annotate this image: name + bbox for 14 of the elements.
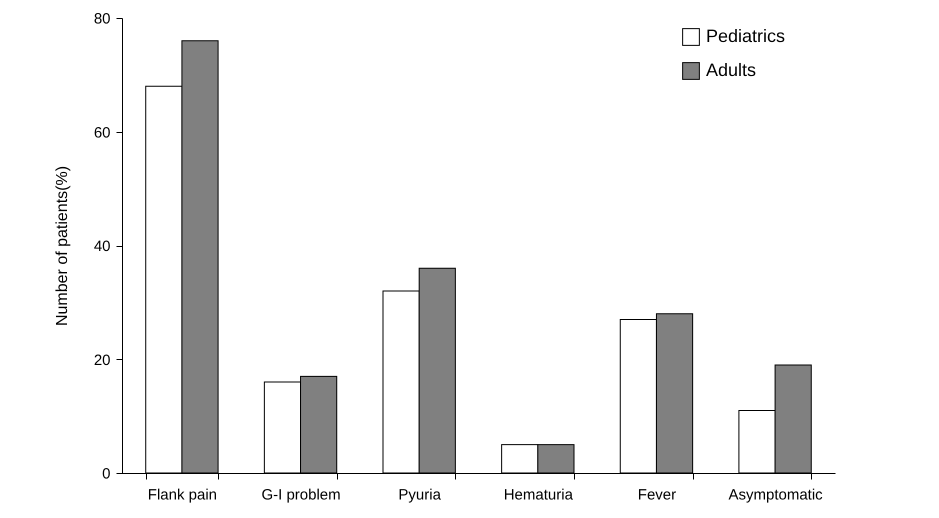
x-tick-label: G-I problem — [261, 486, 341, 504]
x-tick-label: Fever — [638, 486, 676, 504]
x-tick-label: Hematuria — [504, 486, 574, 504]
y-tick-label: 40 — [94, 238, 110, 255]
y-tick-label: 0 — [102, 466, 110, 482]
legend-label: Adults — [706, 60, 756, 80]
x-tick-label: Flank pain — [148, 486, 218, 504]
y-axis-title: Number of patients(%) — [54, 166, 71, 326]
legend-label: Pediatrics — [706, 26, 786, 46]
y-tick-label: 80 — [94, 10, 110, 28]
x-tick-label: Pyuria — [398, 486, 442, 504]
y-tick-label: 20 — [94, 352, 110, 369]
x-tick-label: Asymptomatic — [728, 486, 824, 504]
y-tick-label: 60 — [94, 124, 110, 142]
